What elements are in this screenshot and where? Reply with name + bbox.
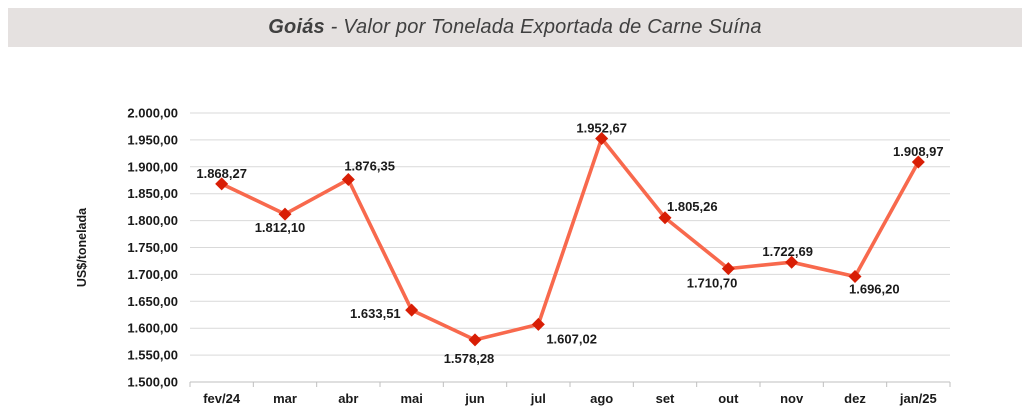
data-point-marker: [278, 207, 292, 221]
x-tick-label: mai: [400, 391, 422, 406]
data-point-label: 1.710,70: [687, 276, 738, 291]
x-tick-label: out: [718, 391, 739, 406]
data-point-marker: [215, 177, 229, 191]
y-tick-label: 2.000,00: [127, 106, 178, 121]
data-point-label: 1.578,28: [444, 351, 495, 366]
x-tick-label: ago: [590, 391, 613, 406]
data-point-label: 1.868,27: [196, 166, 247, 181]
y-tick-label: 1.750,00: [127, 240, 178, 255]
x-tick-label: nov: [780, 391, 804, 406]
data-point-label: 1.607,02: [546, 331, 597, 346]
series-line: [219, 136, 921, 342]
data-point-marker: [785, 255, 799, 269]
y-tick-label: 1.900,00: [127, 159, 178, 174]
data-point-marker: [341, 173, 355, 187]
data-point-marker: [721, 262, 735, 276]
y-tick-label: 1.600,00: [127, 321, 178, 336]
x-tick-label: set: [656, 391, 675, 406]
x-tick-label: abr: [338, 391, 358, 406]
x-tick-label: mar: [273, 391, 297, 406]
y-tick-label: 1.700,00: [127, 267, 178, 282]
data-point-marker: [658, 211, 672, 225]
y-tick-label: 1.950,00: [127, 132, 178, 147]
data-point-label: 1.722,69: [762, 244, 813, 259]
data-point-label: 1.908,97: [893, 144, 944, 159]
data-point-label: 1.876,35: [344, 159, 395, 174]
y-tick-label: 1.850,00: [127, 186, 178, 201]
data-point-marker: [468, 333, 482, 347]
x-tick-label: jul: [530, 391, 546, 406]
data-point-label: 1.633,51: [350, 306, 401, 321]
data-point-marker: [848, 269, 862, 283]
chart-title-text: - Valor por Tonelada Exportada de Carne …: [324, 16, 762, 38]
data-point-label: 1.812,10: [255, 220, 306, 235]
data-point-marker: [595, 131, 609, 145]
data-point-label: 1.696,20: [849, 281, 900, 296]
x-tick-label: jun: [464, 391, 485, 406]
y-tick-label: 1.500,00: [127, 375, 178, 390]
x-tick-label: jan/25: [899, 391, 937, 406]
y-tick-label: 1.550,00: [127, 348, 178, 363]
y-tick-label: 1.650,00: [127, 294, 178, 309]
chart-title-banner: Goiás - Valor por Tonelada Exportada de …: [8, 8, 1022, 47]
data-point-label: 1.952,67: [576, 120, 627, 135]
data-point-marker: [405, 303, 419, 317]
data-point-marker: [531, 317, 545, 331]
x-tick-label: fev/24: [203, 391, 241, 406]
data-point-marker: [911, 155, 925, 169]
data-point-label: 1.805,26: [667, 199, 718, 214]
x-tick-label: dez: [844, 391, 866, 406]
y-axis-title: US$/tonelada: [75, 207, 89, 287]
y-tick-label: 1.800,00: [127, 213, 178, 228]
chart-title-emphasis: Goiás: [268, 16, 325, 38]
